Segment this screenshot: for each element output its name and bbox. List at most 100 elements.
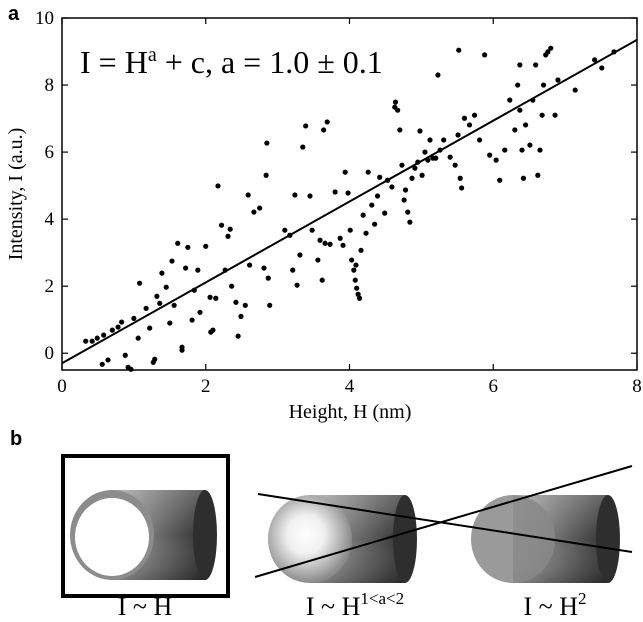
data-point	[238, 313, 244, 319]
data-point	[459, 185, 465, 191]
data-point	[522, 122, 529, 128]
data-point	[233, 299, 239, 305]
annotation: I = Ha + c, a = 1.0 ± 0.1	[80, 44, 383, 80]
data-point	[242, 302, 248, 308]
x-tick-label: 4	[345, 376, 355, 397]
x-tick-label: 0	[57, 376, 67, 397]
data-point	[340, 242, 346, 248]
caption: I ~ H2	[523, 589, 586, 621]
data-point	[374, 193, 381, 199]
data-point	[382, 210, 388, 216]
data-point	[135, 335, 141, 341]
data-point	[300, 144, 306, 150]
data-point	[552, 112, 558, 118]
data-point	[175, 240, 181, 246]
data-point	[317, 237, 323, 243]
caption-text: I ~ H	[523, 592, 578, 621]
data-point	[389, 184, 395, 190]
data-point	[591, 57, 598, 63]
y-tick-label: 8	[45, 75, 55, 96]
data-point	[290, 267, 296, 273]
data-point	[218, 222, 225, 228]
data-point	[163, 284, 169, 290]
data-point	[297, 252, 303, 258]
data-point	[527, 142, 533, 148]
data-point	[457, 175, 463, 181]
data-point	[94, 335, 100, 341]
data-point	[572, 87, 578, 93]
data-point	[147, 325, 153, 331]
data-point	[128, 366, 134, 372]
data-point	[435, 72, 441, 78]
fit-line	[61, 38, 638, 365]
data-point	[599, 65, 605, 71]
annotation-sup: a	[148, 44, 157, 66]
data-point	[456, 47, 462, 53]
data-point	[512, 127, 518, 133]
data-point	[229, 283, 235, 289]
data-point	[355, 291, 361, 297]
data-point	[520, 175, 527, 181]
data-point	[143, 305, 149, 311]
data-point	[183, 265, 189, 271]
data-point	[83, 338, 89, 344]
data-point	[157, 300, 163, 306]
data-point	[353, 262, 359, 268]
data-point	[455, 132, 461, 138]
data-point	[365, 169, 371, 175]
data-point	[555, 77, 561, 83]
data-point	[319, 277, 325, 283]
y-tick-label: 10	[35, 8, 54, 29]
cross-line	[257, 493, 633, 553]
data-point	[352, 277, 358, 283]
data-point	[321, 127, 327, 133]
data-point	[115, 324, 121, 330]
data-point	[246, 262, 253, 268]
data-point	[452, 162, 458, 168]
data-point	[354, 285, 360, 291]
y-tick-label: 0	[45, 343, 55, 364]
data-point	[461, 115, 468, 121]
data-point	[537, 147, 543, 153]
data-point	[265, 275, 271, 281]
data-point	[109, 327, 115, 333]
data-point	[540, 82, 547, 88]
data-point	[131, 315, 137, 321]
data-point	[101, 332, 107, 338]
data-point	[337, 235, 343, 241]
data-point	[497, 177, 503, 183]
data-point	[119, 319, 125, 325]
data-point	[292, 192, 298, 198]
data-point	[409, 175, 415, 181]
y-tick-label: 6	[45, 142, 55, 163]
data-point	[137, 280, 143, 286]
caption: I ~ H	[118, 592, 173, 621]
data-point	[482, 52, 488, 58]
cylinder	[268, 495, 417, 583]
data-point	[369, 202, 375, 208]
data-point	[105, 357, 111, 363]
data-point	[303, 123, 309, 129]
data-point	[517, 62, 523, 68]
data-point	[154, 293, 160, 299]
data-point	[327, 241, 333, 247]
data-point	[332, 189, 338, 195]
data-point	[392, 99, 399, 105]
caption-sup: 1<a<2	[360, 589, 404, 608]
data-point	[263, 172, 269, 178]
data-point	[502, 147, 508, 153]
y-axis-label: Intensity, I (a.u.)	[5, 128, 27, 261]
highlight-box	[61, 454, 230, 598]
plot: 0 2 4 6 8 0 2 4 6 8 10	[35, 8, 642, 397]
data-point	[405, 209, 411, 215]
data-point	[358, 247, 364, 253]
data-point	[539, 112, 545, 118]
data-point	[548, 45, 554, 51]
cylinder	[70, 490, 217, 580]
data-point	[167, 320, 173, 326]
data-point	[215, 183, 221, 189]
data-point	[360, 212, 366, 218]
cylinder	[471, 495, 620, 583]
data-point	[122, 352, 128, 358]
data-point	[422, 149, 428, 155]
